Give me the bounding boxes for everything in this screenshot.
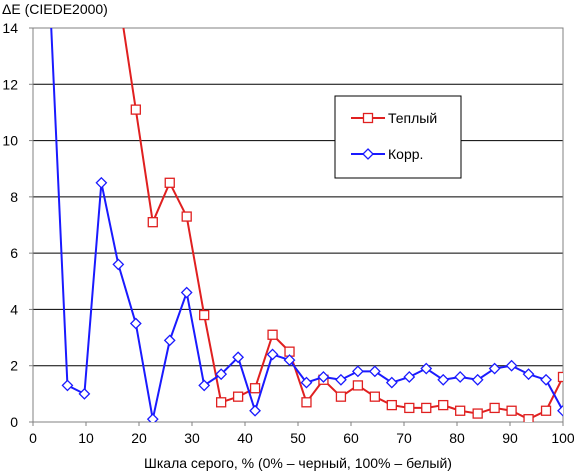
data-point-1-16: [386, 399, 397, 411]
data-point-1-13: [335, 391, 347, 402]
axes: 0 2 4 6 8 10 12 14 0 10 20 30 40 50 60 70 80 90 100: [2, 20, 574, 446]
y-tick-label-0: 0: [10, 414, 18, 430]
y-tick-label-3: 6: [10, 245, 18, 261]
data-point-2-23: [437, 373, 450, 386]
data-point-2-16: [317, 371, 330, 383]
data-point-1-8: [249, 383, 261, 394]
data-point-1-6: [215, 397, 227, 408]
x-tick-label-1: 10: [78, 430, 94, 446]
data-point-2-17: [335, 373, 347, 386]
legend-label-1: Теплый: [388, 110, 437, 126]
legend-box: [334, 95, 462, 179]
data-point-2-30: [557, 404, 563, 417]
data-point-2-9: [198, 379, 211, 392]
data-point-1-2: [147, 217, 158, 228]
data-point-2-5: [129, 317, 142, 330]
data-point-2-26: [488, 362, 501, 375]
data-point-2-6: [146, 413, 159, 422]
x-tick-label-10: 100: [551, 430, 574, 446]
data-point-2-12: [249, 404, 261, 417]
x-tick-label-9: 90: [502, 430, 518, 446]
data-point-2-14: [283, 354, 296, 367]
data-point-2-20: [385, 376, 398, 389]
x-tick-label-3: 30: [184, 430, 200, 446]
plot-area-border: [32, 27, 564, 423]
x-tick-label-5: 50: [290, 430, 306, 446]
series-2: [50, 28, 563, 422]
y-tick-label-5: 10: [2, 133, 18, 149]
data-point-1-15: [369, 391, 381, 402]
data-point-2-7: [163, 334, 176, 347]
data-point-1-7: [232, 391, 244, 402]
series-group: [50, 28, 563, 422]
data-point-1-24: [523, 414, 534, 422]
series-1: [122, 28, 563, 422]
data-point-2-13: [266, 348, 279, 361]
x-tick-label-6: 60: [343, 430, 359, 446]
data-point-2-2: [78, 387, 91, 400]
data-point-1-18: [421, 402, 432, 414]
data-point-2-4: [112, 258, 125, 271]
data-point-2-15: [300, 376, 313, 389]
data-point-2-28: [522, 368, 535, 381]
data-point-1-5: [199, 309, 210, 321]
data-point-2-22: [420, 362, 433, 375]
data-point-1-25: [540, 405, 552, 416]
data-point-1-1: [130, 104, 141, 115]
data-point-1-3: [164, 177, 175, 188]
x-tick-label-7: 70: [396, 430, 412, 446]
y-tick-label-4: 8: [10, 189, 18, 205]
data-point-2-1: [61, 379, 74, 392]
data-point-1-22: [489, 402, 500, 414]
data-point-2-10: [215, 368, 228, 381]
legend-marker-1: [362, 112, 374, 124]
data-point-1-21: [472, 408, 483, 419]
y-tick-label-6: 12: [2, 76, 18, 92]
data-point-1-11: [301, 397, 312, 408]
data-point-2-18: [351, 365, 364, 378]
legend: Теплый Корр.: [334, 95, 462, 179]
series-line-2: [50, 28, 563, 421]
x-tick-label-0: 0: [29, 430, 37, 446]
data-point-2-19: [368, 365, 381, 378]
series-line-1: [122, 28, 563, 421]
legend-marker-2: [362, 148, 374, 160]
y-tick-label-2: 4: [10, 301, 18, 317]
data-point-1-19: [438, 399, 449, 411]
data-point-1-4: [181, 211, 192, 222]
x-tick-label-4: 40: [237, 430, 253, 446]
legend-label-2: Корр.: [388, 146, 423, 162]
y-axis-title: ΔE (CIEDE2000): [2, 1, 108, 17]
data-point-1-9: [267, 329, 278, 340]
x-tick-label-2: 20: [131, 430, 147, 446]
y-tick-label-7: 14: [2, 20, 18, 36]
data-point-2-3: [95, 176, 108, 189]
data-point-1-20: [455, 405, 466, 416]
data-point-2-8: [180, 286, 193, 299]
data-point-2-27: [505, 359, 518, 372]
data-point-2-21: [403, 371, 416, 383]
y-tick-label-1: 2: [10, 358, 18, 374]
data-point-1-17: [404, 402, 415, 414]
data-point-2-25: [471, 373, 484, 386]
x-tick-label-8: 80: [449, 430, 465, 446]
data-point-1-26: [557, 371, 563, 383]
data-point-1-14: [352, 380, 364, 391]
data-point-2-24: [454, 371, 467, 383]
gridlines: [33, 27, 563, 423]
x-axis-title: Шкала серого, % (0% – черный, 100% – бел…: [144, 455, 452, 471]
data-point-2-11: [232, 351, 245, 364]
data-point-1-23: [506, 405, 517, 416]
data-point-2-29: [540, 373, 552, 386]
